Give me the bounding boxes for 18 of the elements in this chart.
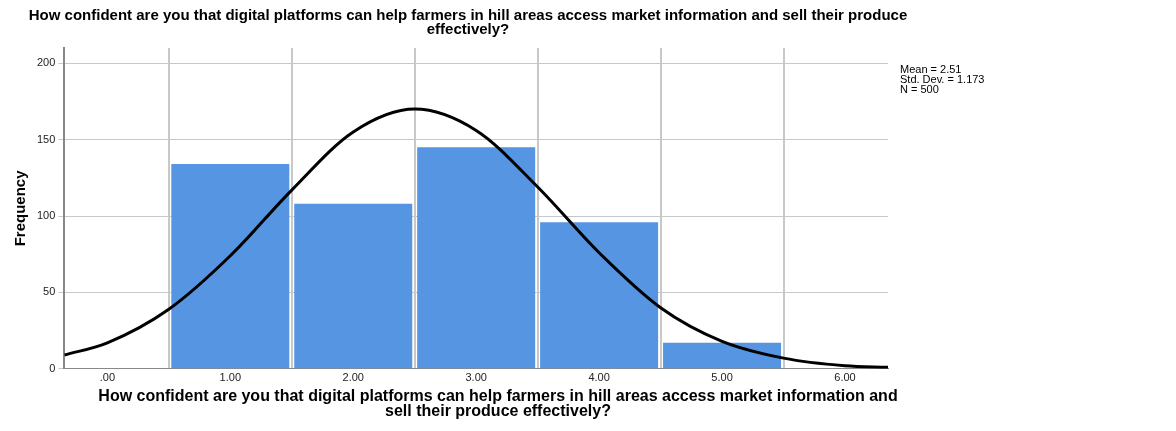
- x-tick-label: 6.00: [834, 371, 856, 384]
- x-tick-label: 3.00: [465, 371, 487, 384]
- x-tick-label: 5.00: [711, 371, 733, 384]
- chart-title: How confident are you that digital platforms can help farmers in hill areas access market information and sell their produce effectively?: [27, 6, 909, 38]
- x-axis-title: How confident are you that digital platforms can help farmers in hill areas access market information and sell their produce effectively?: [98, 387, 898, 419]
- text: Std. Dev. = 1.173: [900, 72, 985, 85]
- y-tick-label: 0: [49, 361, 56, 374]
- x-tick-label: 1.00: [219, 371, 242, 384]
- y-tick-label: 200: [36, 56, 56, 69]
- text: N = 500: [900, 82, 939, 95]
- y-tick-label: 150: [36, 132, 56, 145]
- y-tick-label: 100: [36, 209, 56, 222]
- x-tick-label: 4.00: [588, 371, 610, 384]
- x-tick-label: .00: [99, 371, 116, 384]
- y-axis-title: Frequency: [11, 169, 29, 247]
- y-tick-label: 50: [43, 285, 56, 298]
- text: Mean = 2.51: [900, 62, 962, 75]
- x-tick-label: 2.00: [342, 371, 364, 384]
